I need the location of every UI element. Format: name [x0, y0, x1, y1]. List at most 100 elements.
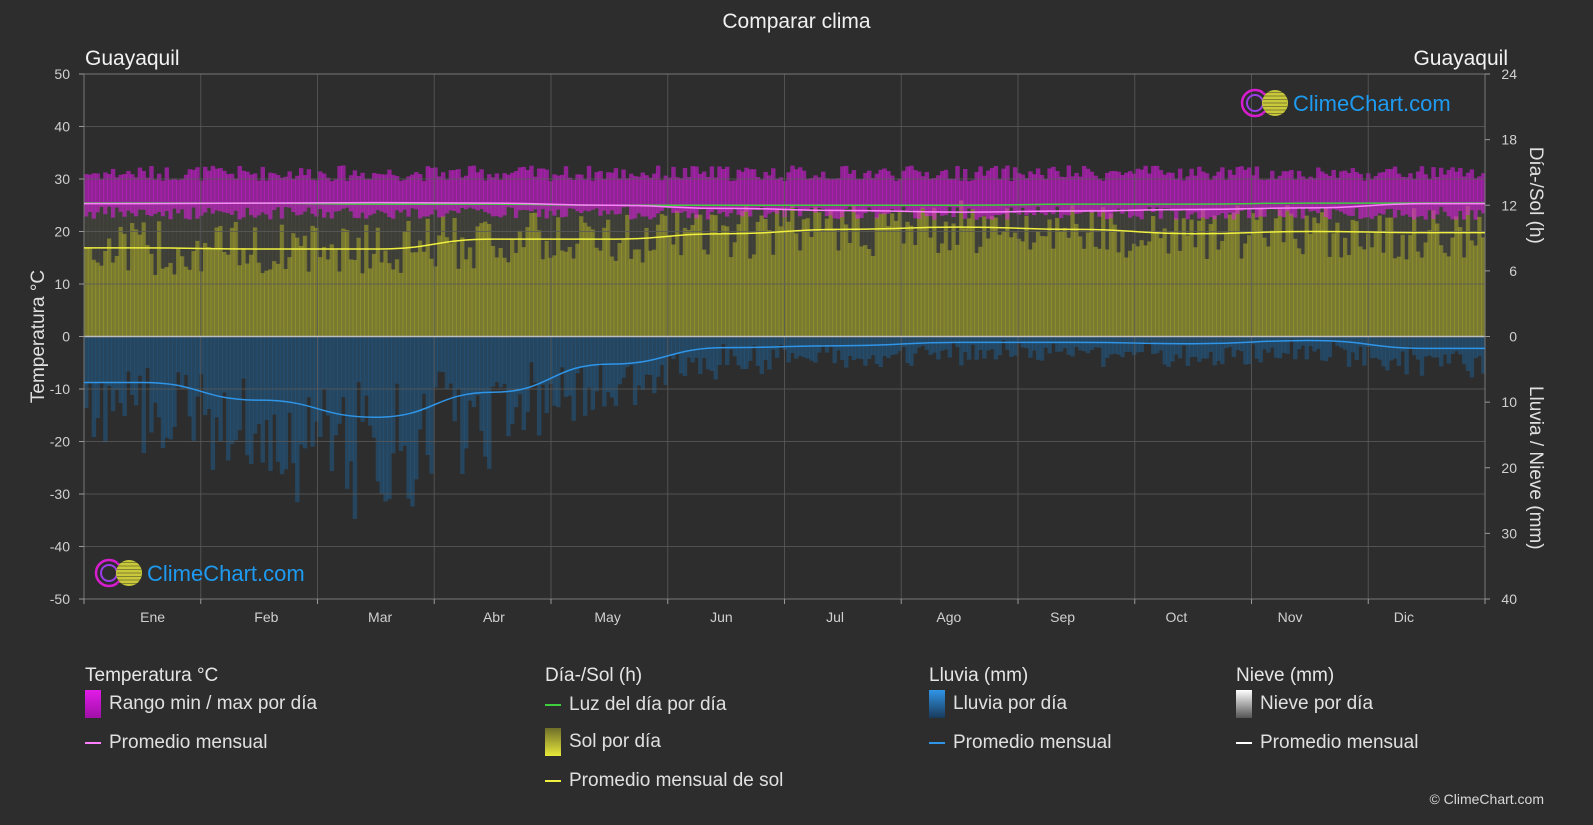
rain-day-bar: [705, 336, 711, 370]
temp-range-day-bar: [832, 178, 837, 219]
temp-range-day-bar: [1319, 171, 1325, 208]
temp-range-day-bar: [172, 178, 177, 209]
temp-range-day-bar: [986, 170, 991, 219]
temp-range-day-bar: [1070, 176, 1075, 210]
temp-range-day-bar: [717, 166, 722, 214]
temp-range-day-bar: [836, 178, 841, 219]
daylight-day-bar: [1074, 204, 1079, 224]
daylight-day-bar: [1296, 204, 1302, 249]
rain-day-bar: [678, 336, 684, 374]
rain-day-bar: [156, 336, 162, 418]
temp-range-day-bar: [928, 178, 933, 217]
rain-day-bar: [245, 336, 250, 456]
temp-range-day-bar: [425, 166, 431, 217]
temp-range-day-bar: [1270, 170, 1275, 208]
daylight-day-bar: [751, 204, 757, 255]
rain-day-bar: [1128, 336, 1133, 352]
daylight-day-bar: [1316, 204, 1321, 224]
temp-range-day-bar: [463, 175, 469, 210]
daylight-day-bar: [1105, 204, 1110, 250]
rain-day-bar: [1055, 336, 1060, 352]
temp-range-day-bar: [606, 172, 611, 215]
temp-range-day-bar: [759, 179, 764, 208]
daylight-day-bar: [145, 204, 150, 245]
temp-range-day-bar: [748, 169, 753, 217]
temp-range-day-bar: [199, 180, 204, 216]
sun-day-bar: [1189, 219, 1194, 337]
legend-sun-bar: Sol por día: [545, 728, 661, 756]
sun-day-bar: [886, 225, 891, 337]
rain-day-bar: [1016, 336, 1022, 342]
sun-day-bar: [160, 268, 166, 337]
rain-day-bar: [1285, 336, 1290, 354]
sun-day-bar: [110, 262, 116, 337]
rain-day-bar: [759, 336, 764, 375]
daylight-day-bar: [414, 204, 419, 253]
sun-day-bar: [997, 234, 1002, 337]
rain-day-bar: [732, 336, 738, 357]
sun-day-bar: [759, 215, 764, 337]
temp-range-day-bar: [936, 175, 941, 213]
temp-range-day-bar: [1342, 170, 1348, 214]
temp-range-day-bar: [989, 167, 995, 220]
sun-day-bar: [1158, 238, 1164, 337]
temp-range-day-bar: [1078, 176, 1083, 214]
sun-day-bar: [149, 253, 154, 337]
daylight-day-bar: [306, 204, 312, 272]
sun-day-bar: [663, 215, 669, 337]
temp-range-day-bar: [652, 173, 657, 218]
rain-day-bar: [928, 336, 933, 355]
sun-day-bar: [732, 242, 738, 337]
sun-day-bar: [1239, 258, 1244, 337]
temp-range-day-bar: [698, 173, 703, 210]
temp-range-day-bar: [1419, 166, 1425, 216]
temp-range-day-bar: [732, 180, 738, 209]
rain-day-bar: [682, 336, 688, 377]
sun-day-bar: [341, 228, 346, 337]
rain-day-bar: [1389, 336, 1394, 361]
sun-day-bar: [913, 244, 918, 337]
daylight-day-bar: [222, 204, 227, 252]
rain-day-bar: [318, 336, 323, 438]
temp-range-day-bar: [1258, 179, 1263, 217]
sun-day-bar: [771, 254, 776, 337]
rain-day-bar: [153, 336, 158, 403]
temp-range-day-bar: [1193, 175, 1198, 213]
temp-range-day-bar: [1135, 168, 1141, 217]
daylight-day-bar: [1131, 204, 1137, 244]
daylight-day-bar: [84, 204, 89, 249]
daylight-day-bar: [690, 204, 695, 225]
rain-day-bar: [1189, 336, 1194, 358]
daylight-day-bar: [337, 204, 342, 272]
sun-day-bar: [1304, 215, 1310, 337]
daylight-day-bar: [1354, 204, 1359, 222]
watermark-logo-bottom: ClimeChart.com: [94, 558, 305, 588]
rain-day-bar: [936, 336, 941, 360]
rain-day-bar: [1227, 336, 1233, 348]
temp-range-day-bar: [1312, 178, 1317, 211]
sun-day-bar: [1039, 236, 1045, 337]
rain-day-bar: [867, 336, 872, 360]
daylight-day-bar: [1362, 204, 1367, 250]
daylight-day-bar: [494, 204, 500, 258]
daylight-day-bar: [928, 204, 933, 238]
sun-day-bar: [1316, 223, 1321, 337]
x-tick-label-mar: Mar: [368, 609, 392, 625]
daylight-day-bar: [1423, 204, 1429, 243]
sun-day-bar: [1266, 246, 1271, 337]
daylight-day-bar: [732, 204, 738, 243]
temp-range-day-bar: [249, 174, 254, 216]
daylight-day-bar: [786, 204, 791, 222]
temp-range-day-bar: [671, 166, 676, 213]
daylight-day-bar: [345, 204, 350, 230]
temp-range-day-bar: [1235, 167, 1240, 215]
rain-day-bar: [751, 336, 757, 346]
sun-day-bar: [214, 227, 219, 337]
rain-day-bar: [291, 336, 296, 464]
temp-range-day-bar: [809, 177, 814, 208]
daylight-day-bar: [1181, 204, 1187, 219]
sun-day-bar: [210, 248, 216, 337]
sun-day-bar: [494, 257, 500, 337]
rain-day-bar: [1204, 336, 1210, 359]
chart-title: Comparar clima: [722, 10, 871, 33]
